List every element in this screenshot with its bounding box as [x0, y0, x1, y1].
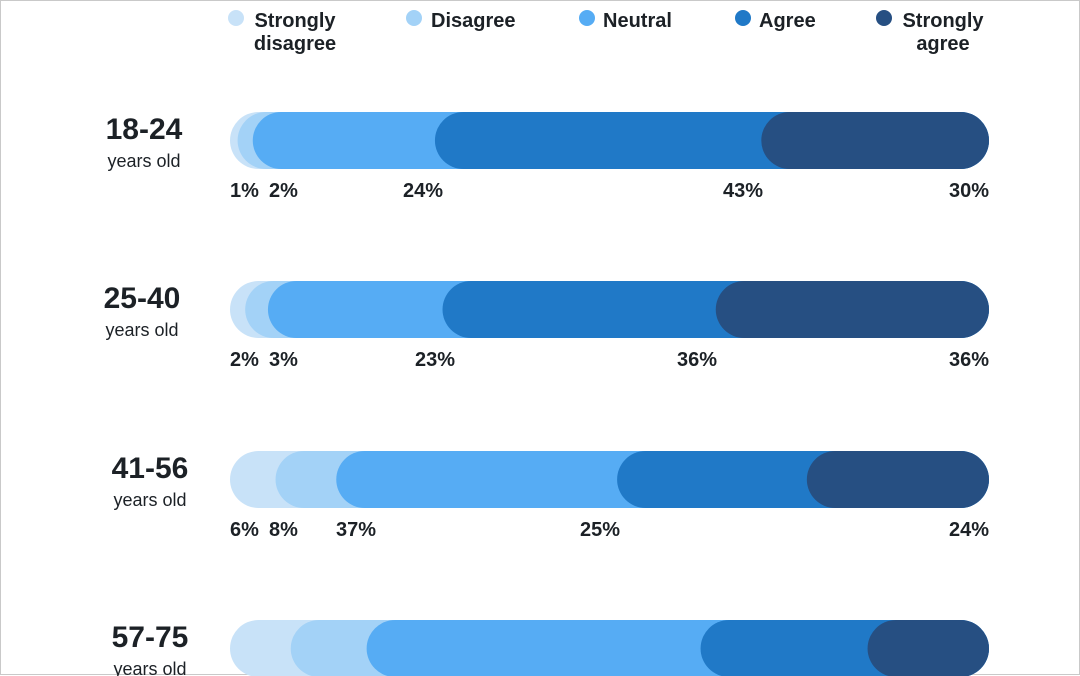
category-label: 57-75 — [112, 621, 189, 654]
legend-swatch-strongly-agree — [876, 10, 892, 26]
value-label-strongly-agree: 36% — [949, 349, 989, 371]
legend-label-neutral: Neutral — [603, 10, 672, 32]
legend-label-strongly-agree: Strongly agree — [902, 10, 984, 55]
legend-swatch-agree — [735, 10, 751, 26]
value-label-disagree: 2% — [269, 180, 298, 202]
bar-segment-strongly-agree — [761, 112, 989, 169]
legend-label-agree: Agree — [759, 10, 816, 32]
value-label-neutral: 24% — [403, 180, 443, 202]
value-label-agree: 36% — [677, 349, 717, 371]
legend: Strongly disagree Disagree Neutral Agree Stro… — [228, 10, 984, 55]
legend-swatch-disagree — [406, 10, 422, 26]
category-sublabel: years old — [107, 151, 180, 171]
category-label: 25-40 — [104, 282, 181, 315]
legend-swatch-neutral — [579, 10, 595, 26]
value-label-strongly-agree: 30% — [949, 180, 989, 202]
category-sublabel: years old — [113, 659, 186, 676]
bar-segment-strongly-agree — [806, 451, 989, 508]
value-label-strongly-disagree: 2% — [230, 349, 259, 371]
bar-row-57-75: 57-75 years old — [112, 620, 989, 676]
category-sublabel: years old — [105, 320, 178, 340]
category-sublabel: years old — [113, 490, 186, 510]
value-label-strongly-agree: 24% — [949, 519, 989, 541]
value-label-neutral: 23% — [415, 349, 455, 371]
value-label-neutral: 37% — [336, 519, 376, 541]
chart-rows: 18-24 years old 1% 2% 24% 43% 30% 25-40 years ol… — [104, 112, 989, 676]
legend-label-strongly-disagree: Strongly disagree — [254, 10, 337, 55]
legend-label-disagree: Disagree — [431, 10, 516, 32]
value-label-agree: 43% — [723, 180, 763, 202]
bar-row-25-40: 25-40 years old 2% 3% 23% 36% 36% — [104, 281, 989, 371]
bar-row-41-56: 41-56 years old 6% 8% 37% 25% 24% — [112, 451, 989, 541]
value-label-strongly-disagree: 6% — [230, 519, 259, 541]
bar-segment-strongly-agree — [715, 281, 989, 338]
value-label-disagree: 3% — [269, 349, 298, 371]
bar-row-18-24: 18-24 years old 1% 2% 24% 43% 30% — [106, 112, 989, 202]
legend-swatch-strongly-disagree — [228, 10, 244, 26]
value-label-agree: 25% — [580, 519, 620, 541]
bar-segment-strongly-agree — [867, 620, 989, 676]
category-label: 41-56 — [112, 452, 189, 485]
value-label-disagree: 8% — [269, 519, 298, 541]
value-label-strongly-disagree: 1% — [230, 180, 259, 202]
category-label: 18-24 — [106, 113, 183, 146]
